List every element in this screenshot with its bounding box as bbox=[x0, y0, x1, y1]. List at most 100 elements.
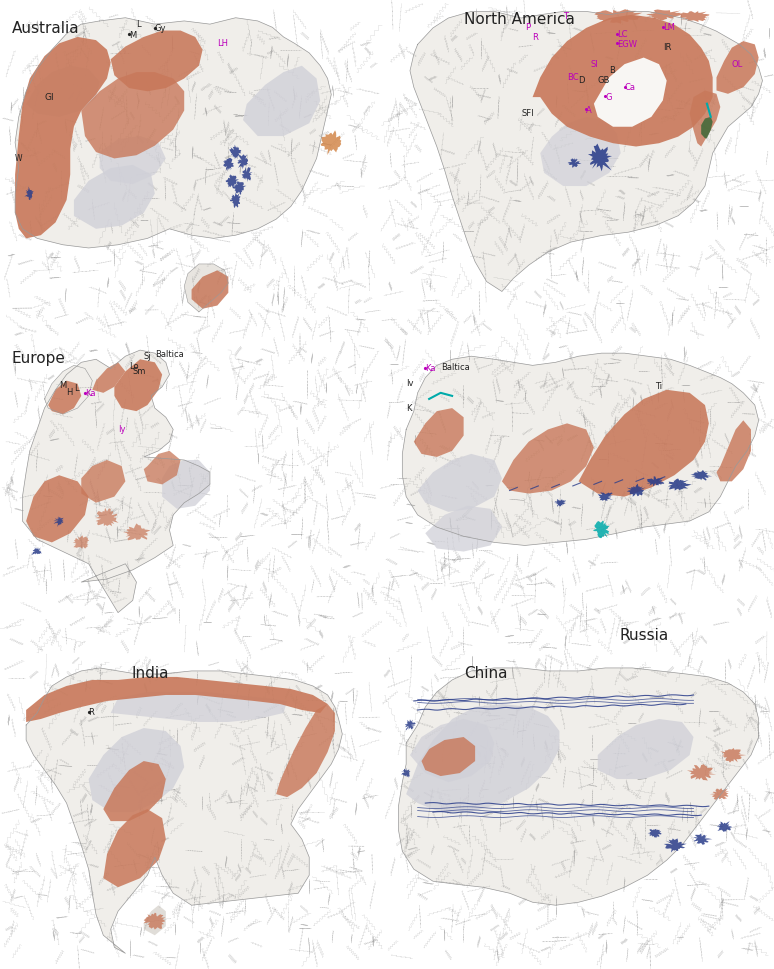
Text: IR: IR bbox=[663, 44, 671, 52]
Text: OL: OL bbox=[732, 60, 743, 69]
Polygon shape bbox=[143, 913, 166, 929]
Polygon shape bbox=[405, 719, 416, 731]
Polygon shape bbox=[144, 451, 180, 484]
Text: Ka: Ka bbox=[426, 364, 436, 373]
Polygon shape bbox=[646, 10, 681, 20]
Text: Iy: Iy bbox=[118, 425, 125, 434]
Text: GB: GB bbox=[598, 77, 610, 85]
Text: D: D bbox=[579, 77, 585, 85]
Polygon shape bbox=[648, 828, 662, 838]
Text: Gl: Gl bbox=[45, 93, 54, 102]
Polygon shape bbox=[104, 809, 166, 888]
Polygon shape bbox=[233, 180, 246, 195]
Text: L: L bbox=[74, 384, 78, 392]
Polygon shape bbox=[115, 359, 163, 411]
Polygon shape bbox=[53, 516, 63, 527]
Text: LM: LM bbox=[663, 23, 675, 32]
Polygon shape bbox=[15, 17, 331, 248]
Polygon shape bbox=[92, 362, 125, 392]
Polygon shape bbox=[646, 477, 664, 486]
Text: North America: North America bbox=[464, 12, 575, 26]
Polygon shape bbox=[533, 15, 713, 146]
Text: China: China bbox=[464, 666, 508, 680]
Polygon shape bbox=[48, 381, 81, 414]
Text: SI: SI bbox=[590, 60, 598, 69]
Polygon shape bbox=[717, 41, 759, 94]
Text: LC: LC bbox=[617, 30, 628, 39]
Text: T: T bbox=[563, 12, 568, 21]
Polygon shape bbox=[418, 453, 502, 512]
Polygon shape bbox=[123, 523, 150, 541]
Polygon shape bbox=[664, 838, 687, 853]
Polygon shape bbox=[690, 470, 712, 481]
Polygon shape bbox=[410, 719, 495, 782]
Text: R: R bbox=[533, 33, 539, 43]
Polygon shape bbox=[594, 57, 666, 127]
Polygon shape bbox=[668, 479, 691, 490]
Polygon shape bbox=[104, 761, 166, 821]
Polygon shape bbox=[243, 66, 320, 136]
Polygon shape bbox=[422, 737, 475, 776]
Polygon shape bbox=[192, 270, 228, 309]
Text: A: A bbox=[586, 106, 592, 114]
Polygon shape bbox=[81, 72, 184, 159]
Text: Sm: Sm bbox=[133, 367, 146, 376]
Polygon shape bbox=[238, 154, 248, 170]
Polygon shape bbox=[95, 508, 118, 526]
Text: Gy: Gy bbox=[155, 24, 166, 33]
Polygon shape bbox=[144, 905, 166, 935]
Polygon shape bbox=[100, 136, 166, 184]
Polygon shape bbox=[554, 499, 566, 507]
Polygon shape bbox=[402, 353, 759, 546]
Polygon shape bbox=[594, 10, 642, 23]
Polygon shape bbox=[81, 460, 125, 503]
Polygon shape bbox=[229, 144, 241, 159]
Polygon shape bbox=[225, 174, 239, 188]
Polygon shape bbox=[241, 167, 252, 182]
Polygon shape bbox=[717, 821, 732, 832]
Text: BC: BC bbox=[567, 73, 579, 81]
Polygon shape bbox=[627, 484, 646, 497]
Text: G: G bbox=[605, 93, 612, 102]
Polygon shape bbox=[184, 264, 228, 312]
Text: Europe: Europe bbox=[12, 351, 66, 365]
Polygon shape bbox=[414, 408, 464, 457]
Text: M: M bbox=[59, 381, 67, 390]
Polygon shape bbox=[31, 547, 42, 555]
Text: India: India bbox=[132, 666, 169, 680]
Polygon shape bbox=[230, 193, 241, 208]
Polygon shape bbox=[593, 520, 610, 538]
Polygon shape bbox=[26, 677, 327, 722]
Polygon shape bbox=[73, 536, 89, 548]
Text: Baltica: Baltica bbox=[440, 363, 469, 372]
Text: Russia: Russia bbox=[619, 629, 669, 643]
Polygon shape bbox=[88, 728, 184, 812]
Polygon shape bbox=[540, 117, 621, 186]
Polygon shape bbox=[111, 692, 287, 722]
Polygon shape bbox=[401, 767, 410, 777]
Polygon shape bbox=[406, 703, 560, 812]
Polygon shape bbox=[687, 765, 716, 781]
Polygon shape bbox=[701, 117, 713, 139]
Polygon shape bbox=[320, 130, 341, 155]
Text: EGW: EGW bbox=[617, 40, 637, 48]
Polygon shape bbox=[579, 390, 709, 496]
Polygon shape bbox=[111, 31, 203, 91]
Polygon shape bbox=[24, 187, 33, 200]
Text: Ti: Ti bbox=[655, 382, 663, 391]
Polygon shape bbox=[426, 506, 502, 551]
Text: P: P bbox=[525, 23, 530, 32]
Polygon shape bbox=[410, 12, 762, 292]
Text: W: W bbox=[15, 154, 22, 163]
Text: LH: LH bbox=[217, 39, 228, 47]
Polygon shape bbox=[276, 703, 335, 797]
Text: Iv: Iv bbox=[406, 379, 413, 389]
Polygon shape bbox=[163, 460, 210, 509]
Polygon shape bbox=[710, 789, 729, 799]
Polygon shape bbox=[74, 165, 155, 229]
Text: M: M bbox=[129, 31, 136, 40]
Polygon shape bbox=[598, 492, 613, 501]
Text: Baltica: Baltica bbox=[155, 350, 183, 359]
Text: Ka: Ka bbox=[85, 389, 95, 398]
Polygon shape bbox=[22, 350, 210, 612]
